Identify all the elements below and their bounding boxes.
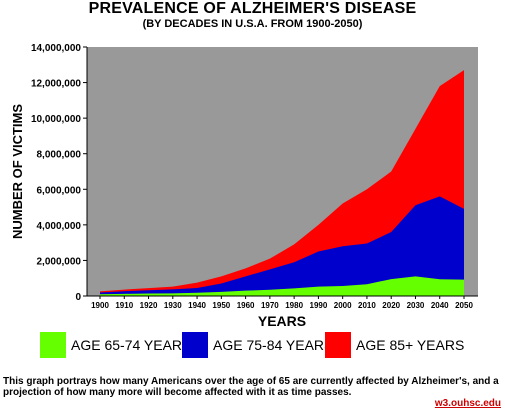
legend-label-75-84: AGE 75-84 YEARS: [213, 337, 334, 353]
area-series-1: [100, 276, 464, 296]
chart-areas: [100, 70, 464, 296]
x-tick-label: 1960: [237, 301, 255, 310]
source-link[interactable]: w3.ouhsc.edu: [434, 398, 501, 409]
legend-swatch-85-plus: [325, 332, 351, 358]
y-tick-label: 4,000,000: [37, 221, 82, 232]
legend-label-85-plus: AGE 85+ YEARS: [356, 337, 465, 353]
x-tick-label: 1930: [164, 301, 182, 310]
y-tick-label: 12,000,000: [31, 79, 81, 90]
x-tick-label: 1920: [140, 301, 158, 310]
y-tick-label: 2,000,000: [37, 256, 82, 267]
y-axis-ticks: 0 2,000,000 4,000,000 6,000,000 8,000,000 10,…: [31, 43, 87, 303]
legend-swatch-75-84: [182, 332, 208, 358]
area-series-2: [100, 196, 464, 296]
x-tick-label: 2000: [334, 301, 352, 310]
y-tick-label: 0: [75, 292, 81, 303]
x-tick-label: 2020: [382, 301, 400, 310]
x-tick-label: 1990: [310, 301, 328, 310]
y-axis-label: NUMBER OF VICTIMS: [10, 104, 25, 239]
x-tick-label: 2010: [358, 301, 376, 310]
x-axis-label: YEARS: [258, 313, 306, 329]
x-tick-label: 1900: [91, 301, 109, 310]
chart-caption: This graph portrays how many Americans o…: [3, 376, 499, 398]
x-tick-label: 2040: [431, 301, 449, 310]
x-tick-label: 2030: [407, 301, 425, 310]
x-tick-label: 2050: [455, 301, 473, 310]
y-tick-label: 10,000,000: [31, 114, 81, 125]
chart-title: PREVALENCE OF ALZHEIMER'S DISEASE: [88, 0, 417, 17]
legend-swatch-65-74: [40, 332, 66, 358]
chart-canvas: 0 2,000,000 4,000,000 6,000,000 8,000,000 10,…: [10, 43, 478, 329]
x-tick-label: 1980: [285, 301, 303, 310]
chart-legend: AGE 65-74 YEARS AGE 75-84 YEARS AGE 85+ …: [0, 332, 505, 358]
x-tick-label: 1940: [188, 301, 206, 310]
area-series-3: [100, 70, 464, 296]
legend-label-65-74: AGE 65-74 YEARS: [71, 337, 192, 353]
x-axis-ticks: 1900 1910 1920 1930 1940 1950 1960 1970 1980 1990…: [91, 296, 473, 310]
y-tick-label: 8,000,000: [37, 150, 82, 161]
y-tick-label: 14,000,000: [31, 43, 81, 54]
x-tick-label: 1910: [115, 301, 133, 310]
chart-subtitle: (BY DECADES IN U.S.A. FROM 1900-2050): [142, 18, 363, 30]
y-tick-label: 6,000,000: [37, 185, 82, 196]
x-tick-label: 1970: [261, 301, 279, 310]
x-tick-label: 1950: [212, 301, 230, 310]
